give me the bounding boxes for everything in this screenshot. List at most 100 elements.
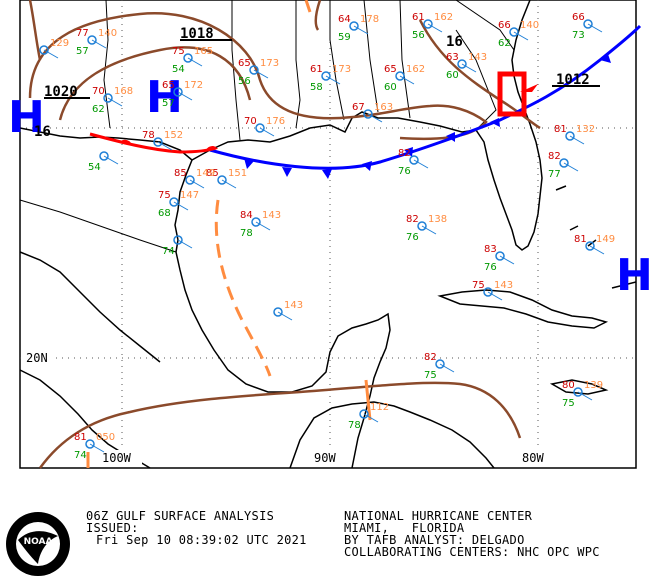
station-circle — [409, 155, 419, 165]
station-temperature: 84 — [240, 210, 253, 221]
noaa-logo: NOAA — [4, 510, 72, 578]
station-pressure: 173 — [332, 64, 351, 75]
isobar-1018 — [58, 46, 252, 121]
station-circle — [565, 131, 575, 141]
wind-barb — [399, 75, 415, 85]
low-center-value: 1012 — [556, 72, 590, 88]
coastlines — [19, 0, 637, 469]
station-plot: 83 76 — [484, 244, 515, 273]
station-pressure: 132 — [576, 124, 595, 135]
station-temperature: 85 — [206, 168, 219, 179]
station-circle — [457, 59, 467, 69]
station-plot: 85 149 — [174, 168, 215, 189]
high-center-west: H — [8, 92, 45, 143]
station-temperature: 83 — [484, 244, 497, 255]
station-dewpoint: 62 — [498, 38, 511, 49]
station-dewpoint: 74 — [74, 450, 87, 461]
station-pressure: 149 — [196, 168, 215, 179]
station-circle — [509, 27, 519, 37]
wind-barb — [439, 363, 455, 373]
wind-barb — [563, 162, 579, 172]
wind-barb — [589, 245, 605, 255]
station-dewpoint: 75 — [562, 398, 575, 409]
station-pressure: 151 — [228, 168, 247, 179]
low-center-symbol — [497, 71, 542, 117]
station-pressure: 143 — [494, 280, 513, 291]
station-circle — [217, 175, 227, 185]
station-plot: 61 58 173 — [310, 64, 351, 93]
station-pressure: 162 — [434, 12, 453, 23]
station-temperature: 75 — [172, 46, 185, 57]
wind-barb — [189, 179, 205, 189]
wind-barb — [487, 291, 503, 301]
isobars — [28, 0, 541, 469]
station-temperature: 75 — [472, 280, 485, 291]
station-dewpoint: 58 — [310, 82, 323, 93]
station-temperature: 61 — [412, 12, 425, 23]
isobar-1012-a — [418, 19, 541, 130]
station-circle — [173, 87, 183, 97]
station-temperature: 66 — [572, 12, 585, 23]
station-circle — [573, 387, 583, 397]
station-circle — [559, 158, 569, 168]
station-dewpoint: 57 — [76, 46, 89, 57]
station-dewpoint: 56 — [238, 76, 251, 87]
station-plot: 66 62 140 — [498, 20, 539, 49]
station-dewpoint: 76 — [398, 166, 411, 177]
station-circle — [495, 251, 505, 261]
station-circle — [185, 175, 195, 185]
station-temperature: 65 — [162, 80, 175, 91]
warm-front — [89, 132, 218, 154]
lon-label-100w: 100W — [102, 451, 132, 465]
station-temperature: 81 — [554, 124, 567, 135]
station-dewpoint: 73 — [572, 30, 585, 41]
station-plot: 65 56 173 — [238, 58, 279, 87]
station-plot: 77 57 140 — [76, 28, 117, 57]
station-circle — [359, 409, 369, 419]
station-dewpoint: 62 — [92, 104, 105, 115]
analyst: BY TAFB ANALYST: DELGADO — [344, 533, 525, 547]
station-dewpoint: 56 — [412, 30, 425, 41]
station-circle — [169, 197, 179, 207]
station-circle — [173, 235, 183, 245]
station-plot: 70 176 — [244, 116, 285, 137]
station-dewpoint: 76 — [484, 262, 497, 273]
texas-coast — [19, 127, 193, 253]
wind-barb — [253, 69, 269, 79]
station-pressure: 112 — [370, 402, 389, 413]
station-pressure: 147 — [180, 190, 199, 201]
station-pressure: 143 — [284, 300, 303, 311]
station-circle — [85, 439, 95, 449]
station-pressure: 168 — [114, 86, 133, 97]
isobar-nw — [28, 0, 42, 61]
station-circle — [349, 21, 359, 31]
station-pressure: 139 — [584, 380, 603, 391]
station-plot: 75 54 165 — [172, 46, 213, 75]
station-circle — [153, 137, 163, 147]
wind-barb — [157, 141, 173, 151]
station-pressure: 152 — [164, 130, 183, 141]
high-center-west-value: 1020 — [44, 84, 78, 100]
wind-barb — [177, 91, 193, 101]
station-circle — [99, 151, 109, 161]
station-circle — [363, 109, 373, 119]
station-temperature: 63 — [446, 52, 459, 63]
trough-north — [304, 0, 312, 13]
station-circle — [39, 45, 49, 55]
wind-barb — [513, 31, 529, 41]
issued-label: ISSUED: — [86, 521, 139, 535]
mexico-yucatan-coast — [175, 251, 391, 469]
high-center-atlantic: H — [616, 250, 653, 301]
station-pressure: 140 — [520, 20, 539, 31]
cuba — [437, 289, 609, 329]
station-plot: 84 78 143 — [240, 210, 281, 239]
lon-label-80w: 80W — [522, 451, 544, 465]
station-plot: 82 76 138 — [406, 214, 447, 243]
station-circle — [255, 123, 265, 133]
station-plot: 82 76 — [398, 148, 429, 177]
axis-labels: 100W 90W 80W 20N — [24, 350, 554, 465]
station-dewpoint: 54 — [172, 64, 185, 75]
station-temperature: 65 — [238, 58, 251, 69]
